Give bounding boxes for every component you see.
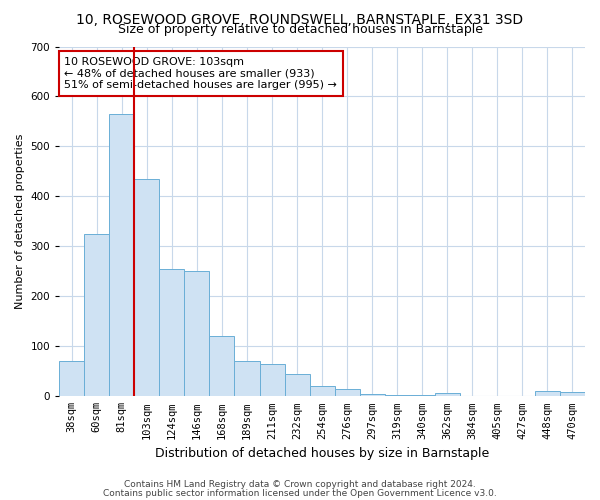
Text: 10, ROSEWOOD GROVE, ROUNDSWELL, BARNSTAPLE, EX31 3SD: 10, ROSEWOOD GROVE, ROUNDSWELL, BARNSTAP…	[76, 12, 524, 26]
Text: 10 ROSEWOOD GROVE: 103sqm
← 48% of detached houses are smaller (933)
51% of semi: 10 ROSEWOOD GROVE: 103sqm ← 48% of detac…	[64, 57, 337, 90]
Bar	[235, 362, 260, 396]
Bar	[59, 362, 84, 396]
Bar	[310, 386, 335, 396]
Text: Size of property relative to detached houses in Barnstaple: Size of property relative to detached ho…	[118, 22, 482, 36]
Bar	[209, 336, 235, 396]
Bar	[260, 364, 284, 396]
Bar	[134, 179, 160, 396]
Text: Contains HM Land Registry data © Crown copyright and database right 2024.: Contains HM Land Registry data © Crown c…	[124, 480, 476, 489]
Y-axis label: Number of detached properties: Number of detached properties	[15, 134, 25, 309]
Bar	[335, 389, 359, 396]
Text: Contains public sector information licensed under the Open Government Licence v3: Contains public sector information licen…	[103, 488, 497, 498]
Bar	[184, 272, 209, 396]
Bar	[84, 234, 109, 396]
Bar	[535, 392, 560, 396]
Bar	[560, 392, 585, 396]
Bar	[359, 394, 385, 396]
Bar	[160, 269, 184, 396]
Bar	[284, 374, 310, 396]
X-axis label: Distribution of detached houses by size in Barnstaple: Distribution of detached houses by size …	[155, 447, 489, 460]
Bar	[109, 114, 134, 397]
Bar	[435, 393, 460, 396]
